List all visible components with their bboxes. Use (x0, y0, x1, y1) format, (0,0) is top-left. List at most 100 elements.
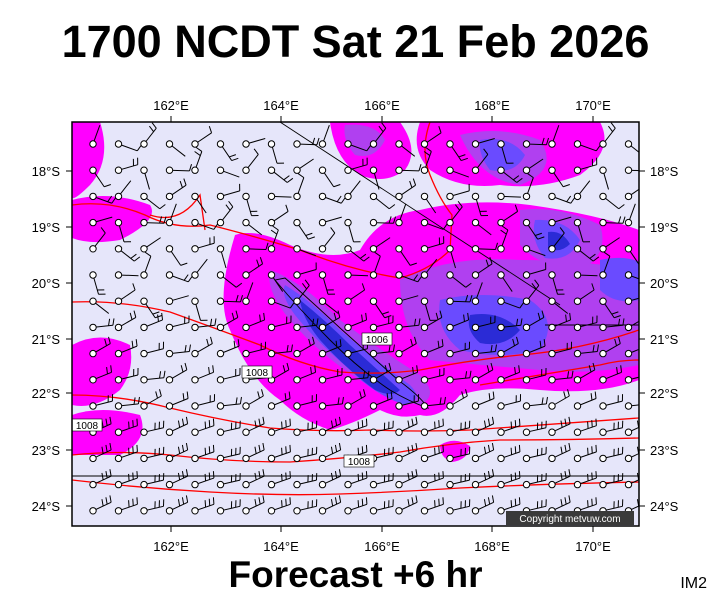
wind-barb (318, 469, 342, 489)
wind-barb (624, 472, 639, 489)
wind-barb (497, 271, 513, 292)
wind-barb (624, 376, 639, 384)
wind-barb (114, 418, 138, 436)
wind-barb (267, 271, 284, 292)
wind-barb (369, 192, 396, 210)
wind-barb (420, 218, 448, 230)
wind-barb (420, 444, 444, 463)
wind-barb (446, 312, 470, 332)
wind-barb (165, 164, 193, 174)
svg-text:Copyright metvuw.com: Copyright metvuw.com (519, 514, 620, 525)
wind-barbs (89, 122, 639, 515)
lon-label-bottom-162: 162°E (153, 539, 189, 554)
lon-label-top-168: 168°E (474, 98, 510, 113)
wind-barb (599, 394, 624, 410)
forecast-label: Forecast +6 hr (228, 554, 483, 595)
wind-barb (242, 442, 265, 463)
wind-barb (573, 315, 598, 332)
wind-barb (165, 442, 189, 463)
wind-barb (165, 362, 188, 384)
isobar-label-4: 1008 (343, 454, 375, 468)
wind-barb (267, 204, 289, 227)
wind-barb (624, 297, 639, 305)
lon-label-bottom-168: 168°E (474, 539, 510, 554)
wind-barb (318, 416, 342, 436)
wind-barb (369, 216, 397, 227)
wind-barb (522, 339, 546, 358)
lat-label-left-19: 19°S (32, 220, 61, 235)
wind-barb (242, 148, 259, 174)
wind-barb (114, 471, 138, 489)
wind-barb (191, 418, 215, 436)
wind-barb (395, 164, 422, 174)
wind-barb (573, 157, 598, 174)
wind-barb (497, 318, 523, 332)
wind-barb (191, 394, 216, 410)
wind-barb (165, 391, 189, 410)
wind-barb (471, 192, 489, 217)
wind-barb (191, 236, 215, 253)
wind-barb (293, 173, 305, 201)
wind-barb (216, 367, 241, 384)
lat-label-left-22: 22°S (32, 386, 61, 401)
wind-barb (369, 251, 381, 279)
wind-barb (267, 418, 291, 436)
wind-barb (165, 203, 177, 227)
wind-barb (293, 420, 318, 436)
wind-barb (242, 138, 266, 148)
wind-barb (242, 257, 264, 279)
wind-barb (114, 283, 136, 305)
wind-barb (293, 218, 315, 240)
svg-text:1008: 1008 (76, 421, 99, 432)
wind-barb (548, 442, 571, 463)
wind-barb (599, 166, 609, 190)
wind-barb (293, 365, 317, 384)
wind-barb (242, 312, 266, 332)
axis-ticks (66, 116, 645, 532)
wind-barb (446, 294, 473, 305)
wind-barb (216, 200, 234, 227)
wind-barb (293, 394, 318, 410)
wind-barb (267, 391, 291, 410)
wind-barb (548, 416, 571, 436)
wind-barb (369, 362, 392, 384)
wind-barb (318, 216, 342, 227)
wind-barb (191, 218, 219, 230)
wind-barb (293, 318, 319, 332)
wind-barb (497, 418, 521, 436)
wind-barb (395, 245, 417, 266)
wind-barb (624, 140, 639, 153)
wind-barb (446, 183, 470, 201)
wind-barb (624, 446, 639, 463)
wind-barb (216, 140, 239, 162)
wind-barb (165, 245, 188, 266)
wind-barb (446, 140, 468, 162)
wind-barb (471, 344, 497, 358)
wind-barb (114, 497, 138, 515)
wind-barb (573, 444, 597, 463)
wind-barb (216, 166, 240, 178)
wind-barb (548, 341, 573, 358)
wind-barb (140, 473, 165, 489)
wind-barb (446, 200, 463, 227)
wind-barb (140, 370, 166, 384)
wind-barb (624, 181, 639, 201)
wind-barb (267, 444, 291, 463)
wind-barb (114, 339, 138, 358)
wind-barb (216, 446, 241, 463)
lat-label-right-24: 24°S (650, 499, 679, 514)
svg-text:1006: 1006 (366, 335, 389, 346)
wind-barb (267, 344, 293, 358)
wind-barb (344, 370, 370, 384)
wind-barb (216, 183, 241, 201)
wind-barb (420, 471, 444, 489)
wind-barb (318, 310, 341, 332)
wind-barb (497, 336, 519, 358)
wind-barb (267, 225, 279, 253)
wind-barb (140, 122, 157, 148)
wind-barb (267, 192, 292, 201)
wind-barb (140, 446, 165, 463)
wind-barb (216, 420, 241, 436)
isobar-label-3: 1008 (71, 418, 103, 432)
wind-barb (242, 242, 269, 253)
